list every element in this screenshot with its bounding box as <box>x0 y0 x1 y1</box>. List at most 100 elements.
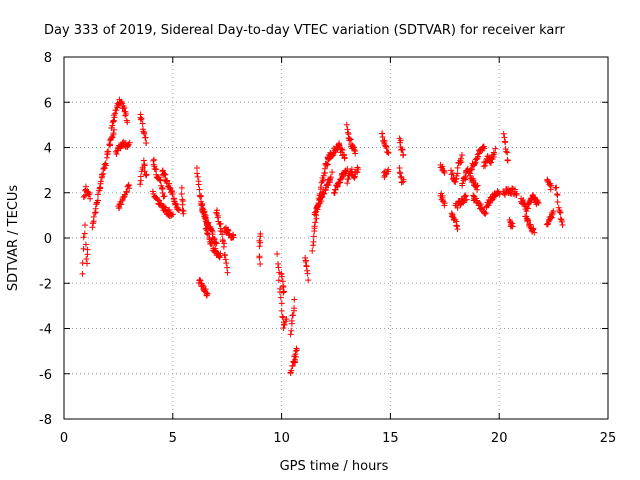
data-point <box>400 152 407 159</box>
data-point <box>397 170 404 177</box>
data-point <box>351 146 358 153</box>
data-point <box>224 269 231 276</box>
data-point <box>472 159 479 166</box>
data-point <box>198 198 205 205</box>
data-point <box>194 173 201 180</box>
data-point <box>204 290 211 297</box>
data-point <box>557 209 564 216</box>
data-point <box>143 140 150 147</box>
data-point <box>462 192 469 199</box>
data-point <box>275 264 282 271</box>
data-point <box>204 231 211 238</box>
data-point <box>344 129 351 136</box>
data-point <box>159 189 166 196</box>
data-point <box>463 196 470 203</box>
data-point <box>305 277 312 284</box>
data-point <box>86 190 93 197</box>
data-point <box>509 185 516 192</box>
data-point <box>137 181 144 188</box>
data-point <box>310 233 317 240</box>
data-point <box>288 327 295 334</box>
data-point <box>110 117 117 124</box>
x-tick-label: 10 <box>273 431 290 446</box>
data-point <box>84 246 91 253</box>
x-tick-label: 25 <box>600 431 617 446</box>
data-point <box>221 251 228 258</box>
y-tick-label: -6 <box>39 368 52 383</box>
data-point <box>554 192 561 199</box>
data-point <box>318 194 325 201</box>
data-point <box>257 261 264 268</box>
y-tick-label: 8 <box>44 51 52 66</box>
data-point <box>123 189 130 196</box>
data-point <box>553 191 560 198</box>
data-point <box>476 150 483 157</box>
data-point <box>343 121 350 128</box>
x-tick-label: 5 <box>169 431 177 446</box>
data-point <box>348 141 355 148</box>
data-point <box>474 186 481 193</box>
data-point <box>208 240 215 247</box>
data-point <box>341 154 348 161</box>
data-point <box>352 147 359 154</box>
data-point <box>137 173 144 180</box>
data-point <box>80 194 87 201</box>
data-point <box>173 200 180 207</box>
data-point <box>139 120 146 127</box>
data-point <box>280 289 287 296</box>
data-point <box>115 205 122 212</box>
data-point <box>535 199 542 206</box>
data-point <box>339 146 346 153</box>
data-point <box>113 107 120 114</box>
data-point <box>327 174 334 181</box>
data-point <box>470 192 477 199</box>
data-point <box>454 170 461 177</box>
data-point <box>279 314 286 321</box>
chart-title: Day 333 of 2019, Sidereal Day-to-day VTE… <box>44 23 566 38</box>
data-point <box>257 233 264 240</box>
data-point <box>557 215 564 222</box>
data-point <box>84 260 91 267</box>
data-point <box>170 211 177 218</box>
data-point <box>553 184 560 191</box>
data-point <box>193 165 200 172</box>
data-point <box>468 166 475 173</box>
data-point <box>293 345 300 352</box>
data-point <box>474 153 481 160</box>
data-point <box>161 193 168 200</box>
data-point <box>291 296 298 303</box>
data-point <box>311 223 318 230</box>
data-point <box>279 313 286 320</box>
data-point <box>385 149 392 156</box>
data-point <box>281 321 288 328</box>
data-point <box>457 155 464 162</box>
data-point <box>110 130 117 137</box>
data-point <box>126 185 133 192</box>
data-point <box>172 201 179 208</box>
data-point <box>142 134 149 141</box>
data-point <box>457 201 464 208</box>
data-point <box>224 264 231 271</box>
data-point <box>196 186 203 193</box>
data-point <box>280 288 287 295</box>
data-point <box>208 226 215 233</box>
data-point <box>321 190 328 197</box>
data-point <box>384 149 391 156</box>
data-point <box>108 135 115 142</box>
data-point <box>118 201 125 208</box>
data-point <box>138 115 145 122</box>
data-point <box>162 171 169 178</box>
data-point <box>137 116 144 123</box>
data-point <box>256 254 263 261</box>
data-point <box>452 178 459 185</box>
data-point <box>292 356 299 363</box>
data-point <box>141 130 148 137</box>
data-point <box>512 186 519 193</box>
data-point <box>123 110 130 117</box>
data-point <box>438 164 445 171</box>
data-point <box>302 254 309 261</box>
data-point <box>291 305 298 312</box>
data-point <box>324 161 331 168</box>
data-point <box>314 206 321 213</box>
data-point <box>523 208 530 215</box>
